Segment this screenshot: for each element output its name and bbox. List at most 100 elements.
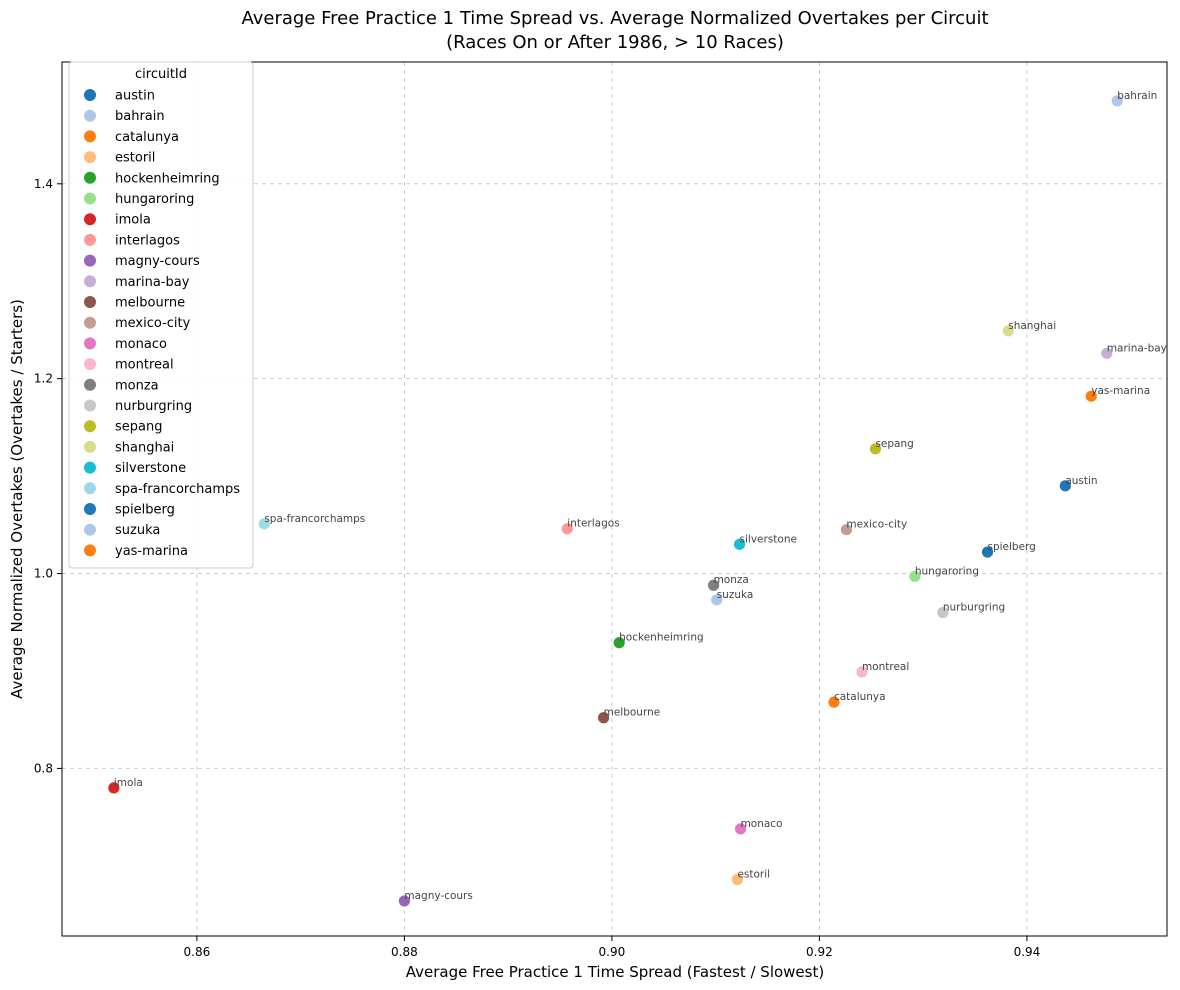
point-catalunya — [827, 695, 841, 709]
x-tick-label: 0.88 — [391, 945, 418, 959]
legend-entry-hungaroring: hungaroring — [115, 192, 194, 207]
legend-entry-marina-bay: marina-bay — [115, 275, 190, 290]
point-label-spa-francorchamps: spa-francorchamps — [264, 513, 365, 525]
legend-marker-shanghai — [84, 440, 96, 453]
point-label-sepang: sepang — [875, 438, 913, 450]
x-tick-label: 0.92 — [806, 945, 833, 959]
legend-entry-montreal: montreal — [115, 358, 174, 373]
legend-entry-magny-cours: magny-cours — [115, 254, 200, 269]
legend-marker-austin — [84, 89, 96, 101]
legend-marker-imola — [84, 213, 96, 226]
legend-entry-melbourne: melbourne — [115, 296, 185, 311]
legend-entry-nurburgring: nurburgring — [115, 399, 192, 414]
point-monaco — [734, 822, 747, 836]
legend-marker-interlagos — [84, 233, 96, 246]
point-label-estoril: estoril — [737, 868, 770, 880]
data-points — [107, 94, 1124, 908]
point-labels: austin bahrain catalunya estoril hockenheimr… — [114, 90, 1167, 902]
x-axis-label: Average Free Practice 1 Time Spread (Fas… — [406, 963, 824, 981]
legend-box — [68, 61, 254, 569]
point-spielberg — [981, 545, 994, 559]
legend-marker-montreal — [84, 358, 96, 371]
point-label-suzuka: suzuka — [717, 589, 754, 601]
point-yas-marina — [1084, 389, 1098, 403]
legend-entry-hockenheimring: hockenheimring — [115, 171, 220, 186]
point-melbourne — [597, 711, 611, 725]
legend-entry-catalunya: catalunya — [115, 130, 179, 145]
point-label-austin: austin — [1065, 475, 1097, 487]
chart-subtitle: (Races On or After 1986, > 10 Races) — [446, 32, 784, 53]
point-imola — [107, 781, 121, 795]
point-label-melbourne: melbourne — [604, 707, 661, 719]
point-sepang — [869, 442, 882, 456]
point-label-marina-bay: marina-bay — [1107, 342, 1167, 354]
point-label-interlagos: interlagos — [567, 518, 619, 530]
legend-marker-melbourne — [84, 296, 96, 308]
point-label-nurburgring: nurburgring — [943, 602, 1005, 614]
x-tick-label: 0.90 — [599, 945, 626, 959]
point-estoril — [731, 873, 744, 886]
axis-ticks: 0.86 0.88 0.90 0.92 0.94 0.8 1.0 1.2 1.4 — [34, 177, 1040, 959]
point-suzuka — [710, 593, 724, 607]
legend-marker-suzuka — [84, 523, 96, 536]
point-bahrain — [1110, 94, 1124, 108]
legend-entry-monza: monza — [115, 378, 159, 393]
legend-marker-catalunya — [84, 130, 96, 143]
legend-entry-silverstone: silverstone — [115, 461, 186, 476]
point-label-imola: imola — [114, 777, 143, 789]
legend-entry-shanghai: shanghai — [115, 440, 174, 455]
legend-marker-nurburgring — [84, 399, 96, 412]
point-interlagos — [560, 522, 574, 536]
legend-marker-hockenheimring — [84, 171, 96, 184]
legend-entry-bahrain: bahrain — [115, 109, 165, 124]
legend-entry-estoril: estoril — [115, 151, 155, 166]
legend: circuitId austin bahrain catalunya estoril h… — [68, 61, 254, 569]
legend-marker-marina-bay — [84, 275, 96, 288]
point-label-shanghai: shanghai — [1008, 320, 1056, 332]
point-marina-bay — [1100, 346, 1114, 360]
legend-marker-bahrain — [84, 109, 96, 122]
point-label-hockenheimring: hockenheimring — [619, 632, 704, 644]
point-label-magny-cours: magny-cours — [404, 890, 472, 902]
legend-marker-hungaroring — [84, 192, 96, 205]
legend-entry-yas-marina: yas-marina — [115, 544, 188, 559]
point-label-yas-marina: yas-marina — [1091, 385, 1150, 397]
legend-marker-silverstone — [84, 461, 96, 474]
point-label-montreal: montreal — [862, 661, 909, 673]
legend-marker-spa-francorchamps — [84, 482, 96, 495]
point-label-mexico-city: mexico-city — [846, 519, 907, 531]
point-silverstone — [733, 537, 746, 551]
legend-entry-mexico-city: mexico-city — [115, 316, 191, 331]
legend-marker-sepang — [84, 420, 96, 433]
legend-marker-yas-marina — [84, 544, 96, 557]
plot-frame — [61, 61, 1168, 937]
legend-marker-monaco — [84, 337, 96, 350]
legend-entry-sepang: sepang — [115, 420, 162, 435]
legend-marker-estoril — [84, 151, 96, 164]
legend-entry-spa-francorchamps: spa-francorchamps — [115, 482, 240, 497]
legend-entry-spielberg: spielberg — [115, 503, 175, 518]
point-hungaroring — [908, 570, 922, 583]
point-hockenheimring — [612, 636, 626, 650]
point-montreal — [855, 665, 869, 679]
point-spa-francorchamps — [257, 517, 271, 531]
legend-marker-mexico-city — [84, 316, 96, 329]
point-nurburgring — [936, 606, 950, 619]
legend-marker-spielberg — [84, 503, 96, 515]
point-label-hungaroring: hungaroring — [915, 565, 979, 577]
point-label-bahrain: bahrain — [1117, 90, 1157, 102]
y-tick-label: 1.4 — [34, 177, 53, 191]
point-label-monaco: monaco — [741, 818, 783, 830]
chart-title: Average Free Practice 1 Time Spread vs. … — [241, 8, 988, 29]
y-tick-label: 1.2 — [34, 372, 53, 386]
point-mexico-city — [839, 523, 853, 537]
x-tick-label: 0.94 — [1014, 945, 1041, 959]
legend-entry-interlagos: interlagos — [115, 233, 180, 248]
legend-entry-monaco: monaco — [115, 337, 167, 352]
point-austin — [1058, 479, 1072, 493]
point-shanghai — [1001, 324, 1015, 338]
legend-marker-monza — [84, 378, 96, 391]
legend-entry-imola: imola — [115, 213, 151, 228]
legend-items: austin bahrain catalunya estoril hockenheimr… — [84, 89, 240, 559]
